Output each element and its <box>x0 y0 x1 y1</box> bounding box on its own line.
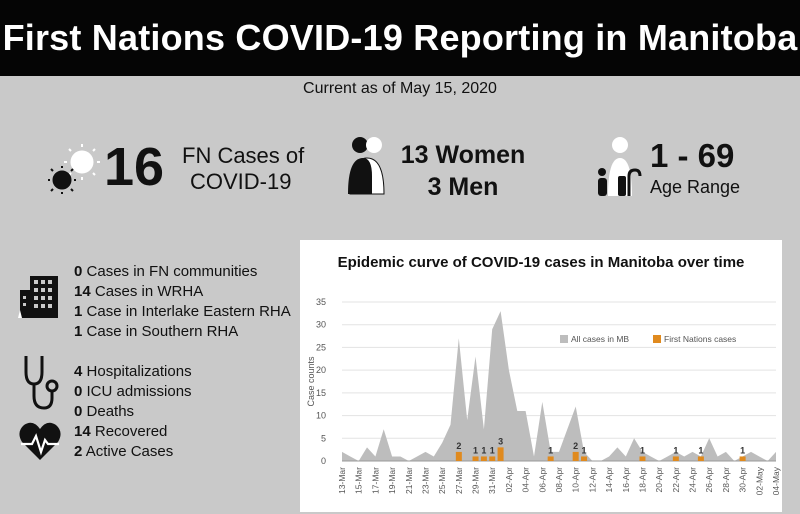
list-item: 0 Deaths <box>74 403 135 420</box>
y-tick-label: 25 <box>316 342 326 352</box>
gender-stats: 13 Women 3 Men <box>400 139 526 203</box>
age-range: 1 - 69 <box>650 137 735 174</box>
data-label: 1 <box>490 445 495 455</box>
heartbeat-icon <box>19 422 61 460</box>
x-tick-label: 10-Apr <box>571 467 581 493</box>
x-tick-label: 30-Apr <box>738 467 748 493</box>
bar-fn-cases <box>639 456 646 461</box>
virus-icon <box>48 144 100 194</box>
data-label: 2 <box>573 441 578 451</box>
x-tick-label: 25-Mar <box>437 467 447 494</box>
list-item: 4 Hospitalizations <box>74 363 192 380</box>
bar-fn-cases <box>697 456 704 461</box>
woman-man-icon <box>348 137 385 195</box>
header-bar: First Nations COVID-19 Reporting in Mani… <box>0 0 800 76</box>
y-tick-label: 15 <box>316 388 326 398</box>
data-label: 1 <box>548 445 553 455</box>
building-icon <box>18 276 58 318</box>
x-tick-label: 04-May <box>771 466 781 495</box>
x-tick-label: 02-Apr <box>504 467 514 493</box>
x-tick-label: 21-Mar <box>404 467 414 494</box>
data-label: 1 <box>740 445 745 455</box>
data-label: 1 <box>481 445 486 455</box>
bar-fn-cases <box>672 456 679 461</box>
y-tick-label: 0 <box>321 456 326 466</box>
chart-title: Epidemic curve of COVID-19 cases in Mani… <box>337 254 745 271</box>
data-label: 2 <box>456 441 461 451</box>
cases-label-line1: FN Cases of <box>182 143 305 168</box>
x-tick-label: 29-Mar <box>471 467 481 494</box>
age-stats: 1 - 69 Age Range <box>650 138 740 198</box>
data-label: 1 <box>582 445 587 455</box>
y-tick-label: 5 <box>321 433 326 443</box>
list-item: 14 Recovered <box>74 423 168 440</box>
x-tick-label: 18-Apr <box>637 467 647 493</box>
x-tick-label: 28-Apr <box>721 467 731 493</box>
x-tick-label: 08-Apr <box>554 467 564 493</box>
bar-fn-cases <box>581 456 588 461</box>
bar-fn-cases <box>480 456 487 461</box>
age-label: Age Range <box>650 177 741 197</box>
bar-fn-cases <box>489 456 496 461</box>
x-tick-label: 04-Apr <box>521 467 531 493</box>
x-tick-label: 16-Apr <box>621 467 631 493</box>
data-label: 1 <box>473 445 478 455</box>
data-label: 1 <box>640 445 645 455</box>
y-tick-label: 10 <box>316 411 326 421</box>
x-tick-label: 26-Apr <box>704 467 714 493</box>
page-title: First Nations COVID-19 Reporting in Mani… <box>2 17 798 58</box>
y-tick-label: 30 <box>316 320 326 330</box>
x-tick-label: 31-Mar <box>487 467 497 494</box>
bar-fn-cases <box>472 456 479 461</box>
x-tick-label: 20-Apr <box>654 467 664 493</box>
y-tick-label: 20 <box>316 365 326 375</box>
x-tick-label: 23-Mar <box>420 467 430 494</box>
x-tick-label: 24-Apr <box>688 467 698 493</box>
bar-fn-cases <box>547 456 554 461</box>
legend-label-fn-cases: First Nations cases <box>664 334 736 344</box>
x-tick-label: 14-Apr <box>604 467 614 493</box>
bar-fn-cases <box>739 456 746 461</box>
data-label: 3 <box>498 436 503 446</box>
stethoscope-icon <box>24 356 59 410</box>
list-item: 14 Cases in WRHA <box>74 283 204 300</box>
x-tick-label: 17-Mar <box>370 467 380 494</box>
epidemic-chart: Epidemic curve of COVID-19 cases in Mani… <box>300 240 782 512</box>
bar-fn-cases <box>455 451 462 461</box>
y-tick-label: 35 <box>316 297 326 307</box>
cases-label-line2: COVID-19 <box>190 168 292 194</box>
x-tick-label: 02-May <box>754 466 764 495</box>
list-item: 1 Case in Southern RHA <box>74 323 239 340</box>
x-tick-label: 27-Mar <box>454 467 464 494</box>
cases-number: 16 <box>104 137 165 197</box>
x-tick-label: 22-Apr <box>671 467 681 493</box>
series-area-all-cases <box>342 311 776 461</box>
age-family-icon <box>598 137 642 196</box>
data-label: 1 <box>673 445 678 455</box>
list-item: 0 ICU admissions <box>74 383 192 400</box>
x-tick-label: 15-Mar <box>354 467 364 494</box>
x-tick-label: 13-Mar <box>337 467 347 494</box>
bar-fn-cases <box>572 451 579 461</box>
list-item: 2 Active Cases <box>74 443 174 460</box>
y-axis-label: Case counts <box>306 356 316 407</box>
legend-swatch-all-cases <box>560 335 568 343</box>
location-list: 0 Cases in FN communities 14 Cases in WR… <box>74 262 291 342</box>
cases-label: FN Cases of COVID-19 <box>182 143 304 195</box>
legend-label-all-cases: All cases in MB <box>571 334 629 344</box>
bar-fn-cases <box>497 447 504 461</box>
list-item: 0 Cases in FN communities <box>74 263 258 280</box>
women-count: 13 Women <box>400 141 526 169</box>
data-label: 1 <box>698 445 703 455</box>
health-list: 4 Hospitalizations 0 ICU admissions 0 De… <box>74 362 192 462</box>
list-item: 1 Case in Interlake Eastern RHA <box>74 303 291 320</box>
men-count: 3 Men <box>427 173 499 201</box>
x-tick-label: 12-Apr <box>587 467 597 493</box>
x-tick-label: 19-Mar <box>387 467 397 494</box>
subtitle: Current as of May 15, 2020 <box>303 80 497 97</box>
x-tick-label: 06-Apr <box>537 467 547 493</box>
legend-swatch-fn-cases <box>653 335 661 343</box>
